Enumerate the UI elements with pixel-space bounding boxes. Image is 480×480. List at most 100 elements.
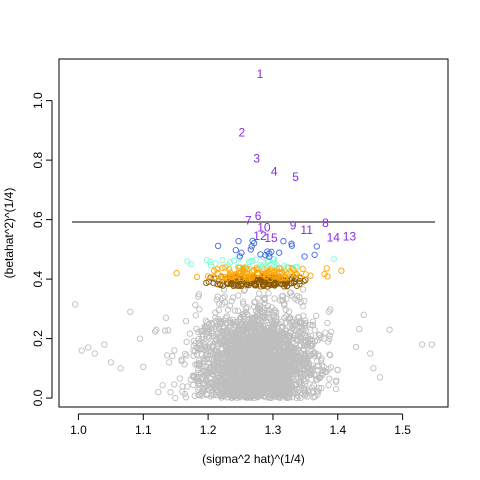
data-point-aquamarine xyxy=(187,260,195,268)
data-point-blue xyxy=(280,238,287,245)
data-point-gray xyxy=(260,354,267,362)
data-point-gray xyxy=(236,347,244,355)
data-point-gray xyxy=(302,387,309,394)
data-point-gray xyxy=(127,308,134,315)
data-point-orange xyxy=(244,275,251,282)
data-point-gray xyxy=(310,382,317,389)
data-point-gray xyxy=(272,393,279,400)
data-point-gray xyxy=(324,338,332,345)
data-point-gray xyxy=(236,345,244,353)
data-point-gray xyxy=(203,369,210,376)
data-point-gray xyxy=(291,326,298,333)
data-point-gray xyxy=(251,299,258,306)
data-point-gray xyxy=(229,294,237,301)
point-number-label: 11 xyxy=(300,223,313,237)
data-point-gray xyxy=(255,290,263,297)
point-number-label: 8 xyxy=(322,216,329,230)
data-point-orange xyxy=(299,265,306,273)
data-point-gray xyxy=(213,333,220,340)
data-point-gray xyxy=(162,314,170,321)
data-point-gray xyxy=(163,352,171,359)
data-point-gray xyxy=(220,349,227,357)
data-point-gray xyxy=(214,374,222,381)
point-number-label: 7 xyxy=(245,214,252,228)
point-number-label: 9 xyxy=(290,219,297,233)
data-point-gray xyxy=(279,292,287,300)
data-point-gray xyxy=(287,356,295,363)
data-point-gray xyxy=(209,343,216,350)
data-point-gray xyxy=(213,296,221,303)
data-point-gray xyxy=(178,356,185,363)
y-tick-label: 1.0 xyxy=(31,92,45,109)
data-point-gray xyxy=(268,367,275,374)
data-point-gray xyxy=(212,388,219,395)
y-tick-label: 0.2 xyxy=(31,330,45,347)
data-point-gray xyxy=(287,332,294,339)
data-point-aquamarine xyxy=(203,257,211,264)
data-point-gray xyxy=(279,297,286,304)
y-axis-label: (betahat^2)^(1/4) xyxy=(2,188,16,279)
data-point-gray xyxy=(231,359,238,366)
data-point-gray xyxy=(252,330,259,338)
data-point-gray xyxy=(271,312,278,320)
point-number-label: 12 xyxy=(253,229,267,243)
data-point-gray xyxy=(265,290,272,297)
data-point-gray xyxy=(183,352,190,359)
data-point-gray xyxy=(221,323,228,331)
data-point-gray xyxy=(234,337,242,344)
data-point-brown xyxy=(210,279,217,287)
data-point-gray xyxy=(299,286,307,293)
data-point-blue xyxy=(268,248,275,255)
data-point-gray xyxy=(315,384,323,392)
data-point-gray xyxy=(300,312,307,319)
data-point-gray xyxy=(235,292,242,299)
data-point-gray xyxy=(107,359,115,366)
data-point-gray xyxy=(231,348,238,355)
data-point-gray xyxy=(326,351,333,358)
data-point-gray xyxy=(266,314,273,321)
data-point-gray xyxy=(286,349,294,356)
data-point-gray xyxy=(196,306,203,313)
data-point-gray xyxy=(197,361,204,369)
data-point-gray xyxy=(316,331,324,339)
data-point-gray xyxy=(214,293,221,300)
data-point-gray xyxy=(195,291,203,298)
data-point-gray xyxy=(241,286,248,293)
data-point-gray xyxy=(117,365,124,372)
data-point-gray xyxy=(316,374,323,382)
data-point-gray xyxy=(286,379,293,387)
data-point-gray xyxy=(291,389,299,397)
data-point-gray xyxy=(221,381,228,389)
data-point-gray xyxy=(224,306,232,313)
data-point-gray xyxy=(169,352,176,360)
data-point-gray xyxy=(290,332,297,339)
data-point-gray xyxy=(242,309,249,316)
data-point-brown xyxy=(287,279,295,287)
data-point-gray xyxy=(305,388,312,395)
data-point-gray xyxy=(294,335,301,343)
data-point-orange xyxy=(246,275,253,282)
data-point-gray xyxy=(225,385,232,392)
data-point-gray xyxy=(240,287,248,294)
data-point-gray xyxy=(206,352,214,359)
data-point-gray xyxy=(320,335,328,342)
point-number-label: 4 xyxy=(271,164,278,178)
data-point-gray xyxy=(267,341,275,349)
data-point-brown xyxy=(267,281,274,289)
data-point-aquamarine xyxy=(207,261,215,269)
data-point-gray xyxy=(205,326,213,333)
data-point-orange xyxy=(210,273,218,280)
data-point-gray xyxy=(334,366,341,374)
data-point-gray xyxy=(296,369,304,376)
data-point-gray xyxy=(332,378,340,386)
data-point-orange xyxy=(248,274,256,281)
data-point-gray xyxy=(226,387,233,395)
data-point-gray xyxy=(197,345,204,352)
data-point-gray xyxy=(192,361,199,368)
data-point-brown xyxy=(288,275,296,282)
data-point-gray xyxy=(176,375,183,382)
x-tick-label: 1.5 xyxy=(394,423,411,437)
data-point-gray xyxy=(256,306,264,313)
data-point-gray xyxy=(251,373,258,380)
